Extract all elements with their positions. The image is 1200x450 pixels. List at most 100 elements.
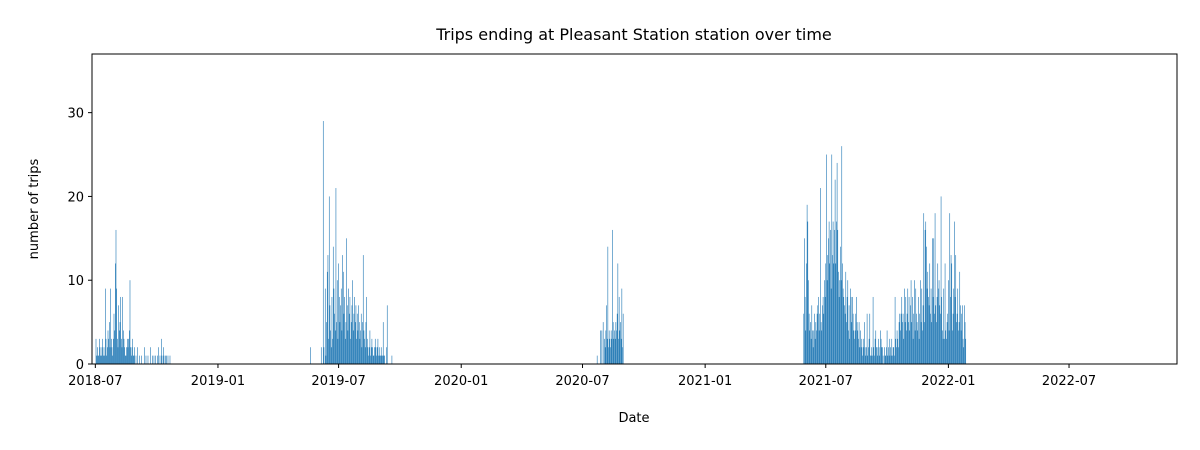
- bar: [133, 355, 134, 364]
- bar: [353, 313, 355, 364]
- bar: [362, 322, 363, 364]
- bar: [374, 338, 376, 364]
- bar: [615, 322, 617, 364]
- y-tick-label: 30: [67, 107, 84, 122]
- bar: [928, 305, 930, 364]
- bar: [614, 338, 616, 364]
- y-tick-label: 0: [76, 358, 84, 373]
- bar: [932, 296, 934, 364]
- bar: [804, 238, 805, 364]
- bar: [129, 330, 130, 364]
- bar: [882, 347, 883, 364]
- bar: [115, 263, 116, 364]
- bar: [331, 296, 333, 364]
- bar: [934, 213, 936, 364]
- bar: [337, 338, 339, 364]
- bar: [949, 213, 951, 364]
- bar: [382, 355, 383, 364]
- bar: [812, 347, 814, 364]
- bar: [922, 330, 923, 364]
- bar: [890, 347, 891, 364]
- bar: [330, 347, 332, 364]
- bar: [900, 330, 901, 364]
- bar: [936, 322, 937, 364]
- bar: [150, 347, 151, 364]
- bar: [383, 355, 385, 364]
- bar: [956, 322, 957, 364]
- bar: [886, 347, 887, 364]
- bar: [336, 280, 338, 364]
- bar: [889, 338, 891, 364]
- y-axis-label: number of trips: [27, 158, 42, 259]
- bar: [391, 355, 393, 364]
- bar: [962, 305, 963, 364]
- bar: [818, 296, 819, 364]
- x-tick-label: 2018-07: [68, 374, 122, 389]
- bar: [812, 330, 813, 364]
- bar: [610, 347, 611, 364]
- bar: [840, 280, 842, 364]
- bar: [344, 296, 345, 364]
- bar: [366, 338, 368, 364]
- bar: [964, 305, 965, 364]
- bar: [867, 355, 869, 364]
- bar: [121, 347, 123, 364]
- bar: [830, 229, 831, 364]
- bar: [339, 322, 341, 364]
- bar: [377, 338, 379, 364]
- bar: [323, 347, 325, 364]
- bar: [129, 280, 131, 364]
- bar: [914, 330, 916, 364]
- bar: [866, 347, 867, 364]
- bar: [921, 288, 923, 364]
- bar: [896, 330, 898, 364]
- bar: [130, 347, 131, 364]
- bar: [386, 305, 388, 364]
- bar: [942, 330, 943, 364]
- bar: [904, 322, 906, 364]
- bar: [952, 330, 953, 364]
- bar: [848, 305, 850, 364]
- bar: [878, 338, 879, 364]
- bar: [885, 355, 887, 364]
- bar: [919, 313, 921, 364]
- bar: [894, 296, 896, 364]
- bar: [342, 271, 344, 364]
- bar: [159, 355, 161, 364]
- bar: [616, 313, 618, 364]
- bar: [108, 338, 109, 364]
- bar: [338, 263, 339, 364]
- bar: [109, 347, 111, 364]
- bar: [813, 330, 815, 364]
- x-tick-label: 2019-01: [191, 374, 245, 389]
- bar: [109, 322, 110, 364]
- bar: [117, 347, 119, 364]
- bar: [926, 246, 927, 364]
- bar: [359, 338, 361, 364]
- bar: [830, 288, 832, 364]
- bar: [822, 305, 823, 364]
- bar: [104, 355, 105, 364]
- bar: [105, 338, 107, 364]
- bar: [940, 313, 941, 364]
- x-tick-label: 2020-01: [434, 374, 488, 389]
- bar: [350, 338, 351, 364]
- y-tick-label: 20: [67, 190, 84, 205]
- bar: [805, 330, 807, 364]
- bar: [360, 330, 361, 364]
- bar: [620, 322, 621, 364]
- bar: [320, 347, 322, 364]
- bar: [376, 347, 378, 364]
- bar: [127, 347, 129, 364]
- bar: [346, 305, 348, 364]
- bar: [110, 288, 111, 364]
- bar: [909, 330, 911, 364]
- bar: [932, 238, 933, 364]
- bar: [820, 188, 821, 364]
- bar: [957, 288, 959, 364]
- bar: [617, 263, 619, 364]
- bar: [365, 322, 367, 364]
- bar: [829, 263, 831, 364]
- bar: [965, 338, 967, 364]
